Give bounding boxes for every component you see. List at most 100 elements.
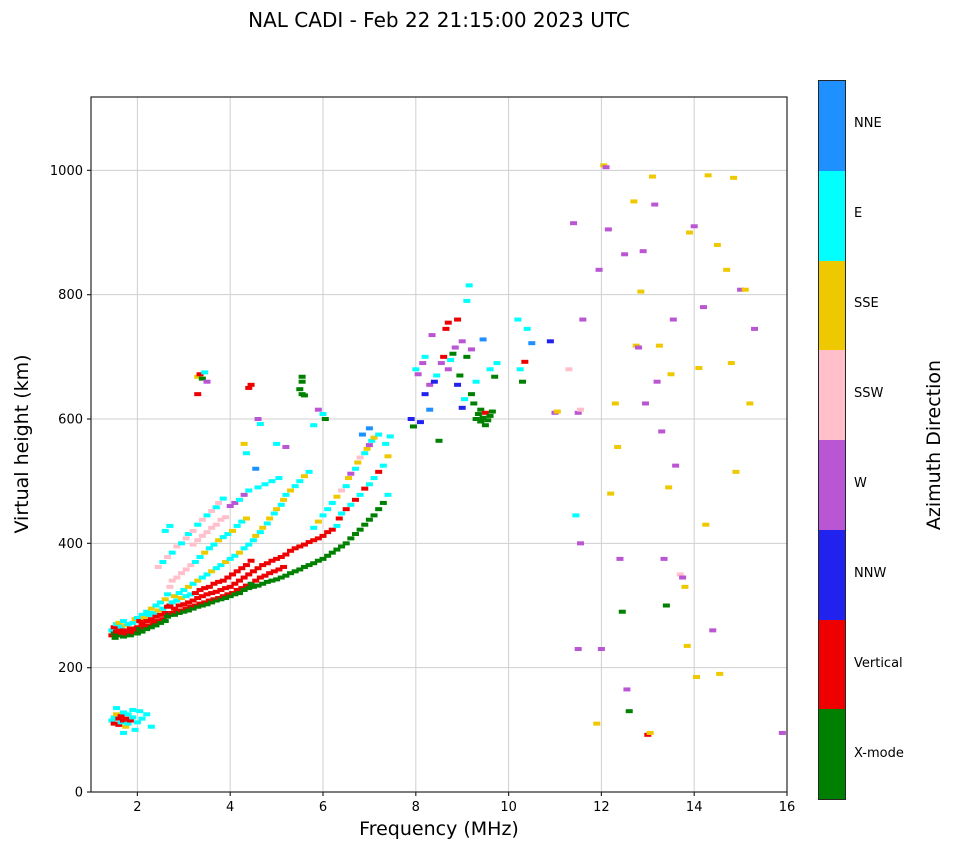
data-point	[157, 620, 165, 625]
data-point	[412, 367, 420, 372]
data-point	[300, 474, 308, 479]
data-point	[138, 716, 146, 721]
data-point	[208, 569, 216, 574]
data-point	[368, 438, 376, 443]
data-point	[212, 598, 220, 603]
data-point	[635, 345, 643, 350]
data-point	[226, 594, 234, 599]
data-point	[442, 326, 450, 331]
data-point	[138, 612, 146, 617]
data-point	[231, 553, 239, 558]
data-point	[324, 507, 332, 512]
data-point	[154, 608, 162, 613]
data-point	[618, 609, 626, 614]
data-point	[428, 333, 436, 338]
data-point	[338, 511, 346, 516]
data-point	[247, 558, 255, 563]
colorbar-label-ssw: SSW	[854, 386, 884, 401]
data-point	[138, 622, 146, 627]
data-point	[189, 528, 197, 533]
data-point	[129, 707, 137, 712]
data-point	[347, 536, 355, 541]
data-point	[208, 600, 216, 605]
data-point	[351, 466, 359, 471]
data-point	[203, 572, 211, 577]
data-point	[231, 592, 239, 597]
data-point	[651, 202, 659, 207]
data-point	[203, 530, 211, 535]
data-point	[219, 578, 227, 583]
data-point	[166, 603, 174, 608]
data-point	[166, 584, 174, 589]
data-point	[152, 623, 160, 628]
data-point	[164, 592, 172, 597]
data-point	[273, 507, 281, 512]
data-point	[602, 165, 610, 170]
data-point	[187, 563, 195, 568]
data-point	[217, 563, 225, 568]
data-point	[695, 366, 703, 371]
data-point	[280, 497, 288, 502]
data-point	[252, 533, 260, 538]
data-point	[458, 405, 466, 410]
data-point	[110, 721, 118, 726]
data-point	[365, 482, 373, 487]
data-point	[184, 584, 192, 589]
data-point	[215, 500, 223, 505]
data-point	[256, 530, 264, 535]
data-point	[321, 417, 329, 422]
data-point	[630, 199, 638, 204]
data-point	[117, 630, 125, 635]
data-point	[143, 609, 151, 614]
data-point	[111, 635, 119, 640]
data-point	[180, 587, 188, 592]
data-point	[242, 451, 250, 456]
data-point	[273, 556, 281, 561]
data-point	[177, 541, 185, 546]
colorbar-segment-e	[819, 170, 845, 261]
data-point	[319, 556, 327, 561]
data-point	[194, 374, 202, 379]
data-point	[665, 485, 673, 490]
data-point	[333, 523, 341, 528]
data-point	[177, 571, 185, 576]
data-point	[115, 633, 123, 638]
data-point	[157, 612, 165, 617]
data-point	[133, 615, 141, 620]
data-point	[611, 401, 619, 406]
data-point	[472, 379, 480, 384]
data-point	[180, 609, 188, 614]
data-point	[449, 351, 457, 356]
data-point	[229, 528, 237, 533]
data-point	[604, 227, 612, 232]
data-point	[310, 423, 318, 428]
data-point	[240, 546, 248, 551]
data-point	[152, 603, 160, 608]
data-point	[296, 387, 304, 392]
data-point	[245, 572, 253, 577]
data-point	[328, 527, 336, 532]
data-point	[370, 513, 378, 518]
data-point	[324, 553, 332, 558]
data-point	[173, 544, 181, 549]
data-point	[565, 367, 573, 372]
data-point	[484, 418, 492, 423]
data-point	[194, 604, 202, 609]
data-point	[108, 718, 116, 723]
data-point	[245, 488, 253, 493]
colorbar-label-nne: NNE	[854, 116, 882, 131]
data-point	[256, 575, 264, 580]
data-point	[196, 587, 204, 592]
data-point	[270, 569, 278, 574]
data-point	[126, 633, 134, 638]
data-point	[259, 525, 267, 530]
plot-border	[90, 96, 788, 793]
data-point	[310, 538, 318, 543]
data-point	[467, 347, 475, 352]
data-point	[574, 647, 582, 652]
data-point	[384, 492, 392, 497]
data-point	[247, 581, 255, 586]
data-point	[159, 559, 167, 564]
data-point	[282, 573, 290, 578]
data-point	[338, 544, 346, 549]
